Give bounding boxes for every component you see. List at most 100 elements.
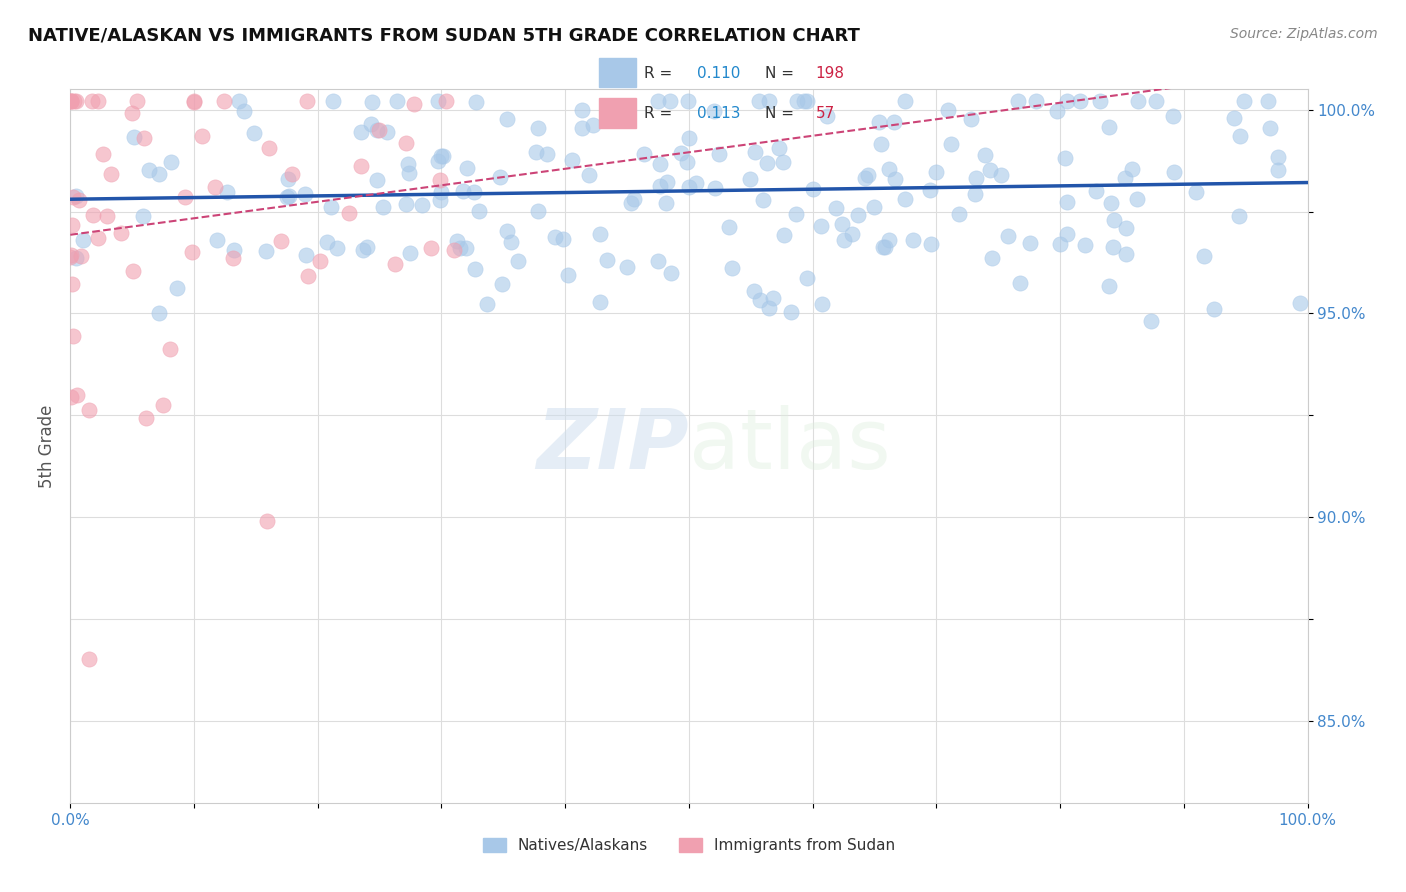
Point — [360, 117, 382, 131]
Point — [152, 398, 174, 412]
Point — [127, 95, 149, 109]
Point — [811, 297, 834, 311]
Point — [242, 126, 264, 140]
Point — [1126, 95, 1149, 109]
Point — [91, 147, 114, 161]
Point — [1098, 120, 1121, 134]
Point — [1088, 95, 1111, 109]
Point — [578, 168, 600, 182]
Point — [1056, 95, 1078, 109]
Point — [748, 95, 770, 109]
Point — [758, 301, 780, 316]
Text: ZIP: ZIP — [536, 406, 689, 486]
Point — [669, 146, 692, 161]
Point — [138, 163, 160, 178]
Point — [793, 95, 815, 109]
Point — [166, 281, 188, 295]
Point — [122, 130, 145, 145]
Point — [557, 268, 579, 282]
Point — [1185, 185, 1208, 199]
Text: 198: 198 — [815, 66, 845, 80]
Point — [655, 175, 678, 189]
Point — [873, 240, 896, 254]
Text: 0.113: 0.113 — [697, 106, 741, 120]
Point — [655, 195, 678, 210]
Point — [110, 226, 132, 240]
Point — [59, 390, 82, 404]
Point — [463, 185, 485, 199]
Point — [762, 291, 785, 305]
Point — [281, 167, 304, 181]
Point — [121, 264, 143, 278]
Point — [375, 125, 398, 139]
Point — [429, 173, 451, 187]
Point — [62, 190, 84, 204]
Point — [420, 241, 443, 255]
Point — [1101, 240, 1123, 254]
Point — [1202, 301, 1225, 316]
Point — [633, 147, 655, 161]
Point — [394, 197, 416, 211]
Text: N =: N = — [765, 66, 799, 80]
Point — [650, 157, 672, 171]
Point — [659, 266, 682, 280]
Point — [356, 240, 378, 254]
Point — [959, 112, 981, 126]
Point — [59, 95, 82, 109]
Point — [918, 183, 941, 197]
Point — [544, 230, 567, 244]
Point — [709, 146, 731, 161]
Point — [449, 241, 471, 255]
Point — [1257, 95, 1279, 109]
Point — [1025, 95, 1047, 109]
Point — [676, 95, 699, 109]
Point — [77, 402, 100, 417]
Point — [159, 342, 181, 356]
Text: R =: R = — [644, 106, 678, 120]
Point — [786, 95, 808, 109]
Point — [80, 95, 103, 109]
Point — [1115, 221, 1137, 235]
Point — [832, 233, 855, 247]
Point — [394, 136, 416, 150]
Point — [894, 95, 917, 109]
Point — [63, 95, 86, 109]
Point — [589, 227, 612, 241]
Point — [1267, 150, 1289, 164]
Point — [134, 131, 156, 145]
Point — [883, 115, 905, 129]
Point — [495, 112, 517, 126]
Point — [936, 103, 959, 118]
Point — [1115, 247, 1137, 261]
Point — [87, 231, 110, 245]
Point — [524, 145, 547, 160]
Text: atlas: atlas — [689, 406, 890, 486]
Point — [398, 246, 420, 260]
Point — [429, 185, 451, 199]
Point — [69, 249, 91, 263]
Point — [465, 95, 488, 109]
Point — [647, 95, 669, 109]
Point — [385, 95, 408, 109]
Point — [870, 137, 893, 152]
Point — [1161, 109, 1184, 123]
Point — [131, 210, 153, 224]
Point — [920, 236, 942, 251]
Point — [872, 240, 894, 254]
Point — [366, 123, 388, 137]
Point — [571, 103, 593, 118]
Text: R =: R = — [644, 66, 678, 80]
Text: Source: ZipAtlas.com: Source: ZipAtlas.com — [1230, 27, 1378, 41]
Y-axis label: 5th Grade: 5th Grade — [38, 404, 56, 488]
Point — [744, 285, 766, 299]
Point — [135, 411, 157, 425]
Point — [1049, 237, 1071, 252]
Point — [183, 95, 205, 109]
Point — [60, 248, 83, 262]
Point — [174, 190, 197, 204]
Point — [1098, 278, 1121, 293]
Point — [553, 232, 575, 246]
Point — [1019, 235, 1042, 250]
Point — [1267, 163, 1289, 178]
Point — [589, 294, 612, 309]
